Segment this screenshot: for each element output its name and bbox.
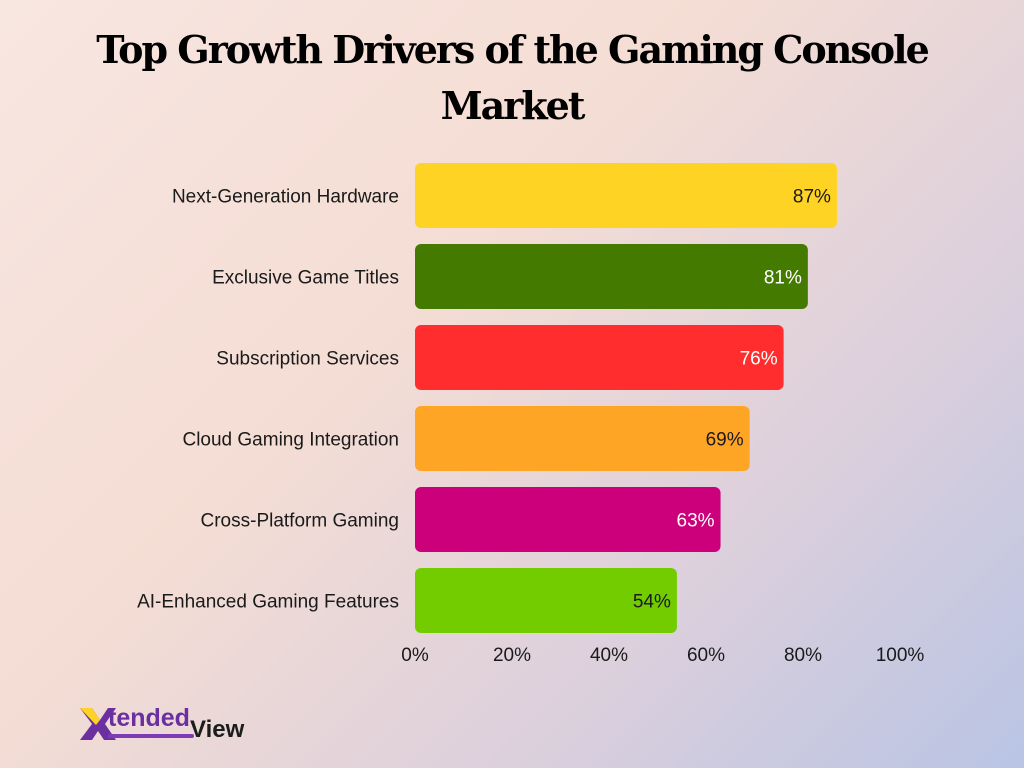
x-tick-label-1: 20% bbox=[493, 645, 531, 666]
value-label-0: 87% bbox=[793, 187, 831, 208]
category-label-3: Cloud Gaming Integration bbox=[182, 430, 399, 451]
bar-0 bbox=[415, 163, 837, 228]
bar-5 bbox=[415, 568, 677, 633]
value-label-1: 81% bbox=[764, 268, 802, 289]
x-logo-icon bbox=[80, 708, 116, 740]
category-label-1: Exclusive Game Titles bbox=[212, 268, 399, 289]
chart-title-line-2: Market bbox=[440, 83, 586, 128]
brand-underline bbox=[108, 734, 194, 738]
category-label-2: Subscription Services bbox=[216, 349, 399, 370]
chart-title: Top Growth Drivers of the Gaming Console… bbox=[0, 22, 1024, 134]
x-tick-label-2: 40% bbox=[590, 645, 628, 666]
value-label-4: 63% bbox=[677, 511, 715, 532]
category-label-4: Cross-Platform Gaming bbox=[201, 511, 400, 532]
value-label-5: 54% bbox=[633, 592, 671, 613]
brand-text-tended: tended bbox=[108, 704, 190, 732]
bar-4 bbox=[415, 487, 721, 552]
bar-3 bbox=[415, 406, 750, 471]
value-label-2: 76% bbox=[740, 349, 778, 370]
chart-title-line-1: Top Growth Drivers of the Gaming Console bbox=[96, 27, 930, 72]
bar-1 bbox=[415, 244, 808, 309]
x-tick-label-0: 0% bbox=[401, 645, 429, 666]
category-label-5: AI-Enhanced Gaming Features bbox=[137, 592, 399, 613]
category-label-0: Next-Generation Hardware bbox=[172, 187, 399, 208]
x-tick-label-4: 80% bbox=[784, 645, 822, 666]
x-tick-label-3: 60% bbox=[687, 645, 725, 666]
bar-2 bbox=[415, 325, 784, 390]
value-label-3: 69% bbox=[706, 430, 744, 451]
x-tick-label-5: 100% bbox=[876, 645, 925, 666]
brand-text-view: View bbox=[190, 716, 245, 743]
